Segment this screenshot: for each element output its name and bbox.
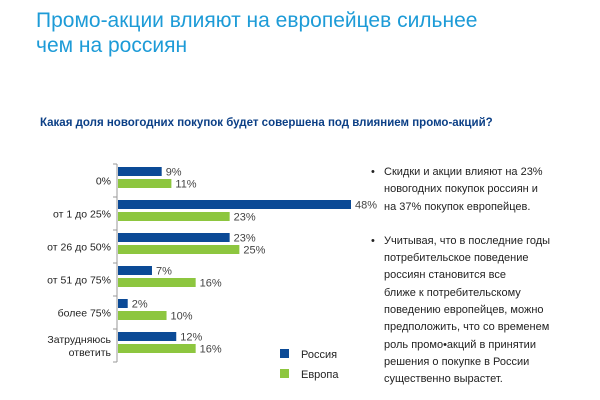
data-label: 23% [234, 212, 256, 224]
data-label: 48% [355, 200, 377, 212]
data-label: 16% [200, 278, 222, 290]
data-label: 7% [156, 266, 172, 278]
bar-russia [118, 167, 162, 176]
data-label: 9% [166, 167, 182, 179]
bar-russia [118, 200, 351, 209]
legend-label: Европа [301, 369, 339, 381]
legend-label: Россия [301, 349, 337, 361]
category-label: от 51 до 75% [47, 275, 111, 287]
bullet-text-line: ближе к потребительскому [384, 286, 521, 299]
data-label: 11% [175, 179, 196, 191]
commentary-bullets: • Скидки и акции влияют на 23% новогодних … [371, 164, 600, 400]
bullet-text-line: россиян становится все [384, 269, 506, 282]
category-label: более 75% [58, 308, 111, 320]
bar-europe [118, 245, 240, 254]
bullet-dot-icon: • [371, 166, 375, 178]
bullet-text-line: новогодних покупок россиян и [384, 183, 538, 196]
data-label: 2% [132, 299, 148, 311]
bullet-text-line: Учитывая, что в последние годы [384, 234, 551, 247]
legend-swatch-russia [280, 349, 289, 358]
bullet-item: • Учитывая, что в последние годы потребите… [371, 233, 600, 389]
category-label: Затрудняюсь [47, 334, 111, 346]
data-label: 12% [180, 332, 202, 344]
data-label: 16% [200, 344, 222, 356]
category-label: от 1 до 25% [53, 209, 111, 221]
bullet-text-line: поведению европейцев, можно [384, 304, 544, 317]
category-label: ответить [69, 347, 112, 359]
bullet-item: • Скидки и акции влияют на 23% новогодних … [371, 164, 600, 216]
bar-russia [118, 266, 152, 275]
category-label: 0% [96, 176, 111, 188]
bullet-text-line: на 37% покупок европейцев. [384, 200, 531, 213]
bullet-text-line: потребительское поведение [384, 252, 529, 265]
category-label: от 26 до 50% [47, 242, 111, 254]
bar-russia [118, 299, 128, 308]
bar-europe [118, 344, 196, 353]
bar-europe [118, 311, 167, 320]
bullet-text-line: существенно вырастет. [384, 373, 503, 386]
bar-russia [118, 332, 177, 341]
bullet-text-line: роль промо•акций в принятии [384, 338, 536, 351]
title-line-2: чем на россиян [36, 34, 188, 57]
bullet-text-line: Скидки и акции влияют на 23% [384, 166, 543, 178]
bullet-dot-icon: • [371, 234, 375, 247]
title-line-1: Промо-акции влияют на европейцев сильнее [36, 9, 478, 32]
data-label: 10% [171, 311, 193, 323]
data-label: 23% [234, 233, 256, 245]
bar-russia [118, 233, 230, 242]
bar-europe [118, 278, 196, 287]
bar-europe [118, 179, 172, 188]
chart-title: Какая доля новогодних покупок будет сове… [40, 117, 493, 129]
bar-europe [118, 212, 230, 221]
bullet-text-line: решения о покупке в России [384, 355, 530, 368]
legend-swatch-europe [280, 369, 289, 378]
data-label: 25% [243, 245, 265, 257]
bullet-text-line: предположить, что со временем [384, 321, 550, 334]
slide-title: Промо-акции влияют на европейцев сильнее… [36, 8, 477, 58]
